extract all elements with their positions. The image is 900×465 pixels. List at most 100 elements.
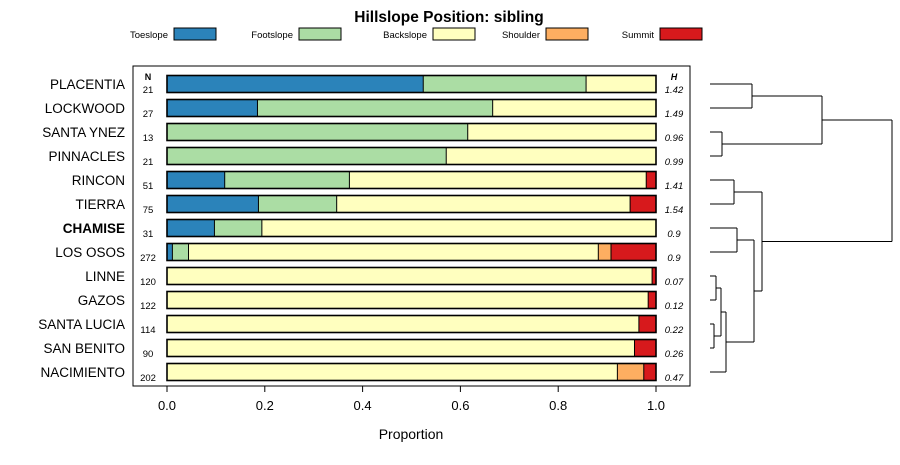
bar-segment-toeslope bbox=[167, 219, 215, 237]
legend-label-toeslope: Toeslope bbox=[130, 30, 168, 41]
category-label: LOS OSOS bbox=[55, 245, 125, 260]
n-value: 114 bbox=[140, 325, 155, 336]
n-value: 27 bbox=[143, 109, 154, 120]
bar-outline bbox=[166, 98, 657, 118]
h-value: 1.42 bbox=[665, 85, 684, 96]
bar-outline bbox=[166, 170, 657, 190]
row-rincon: RINCON 51 1.41 bbox=[72, 170, 684, 192]
chart-title: Hillslope Position: sibling bbox=[354, 9, 543, 26]
bar-outline bbox=[166, 314, 657, 334]
row-nacimiento: NACIMIENTO 202 0.47 bbox=[40, 362, 684, 384]
bar-segment-summit bbox=[643, 363, 656, 381]
legend-swatch-summit bbox=[659, 27, 703, 41]
category-label: PINNACLES bbox=[48, 149, 125, 164]
row-lockwood: LOCKWOOD 27 1.49 bbox=[45, 98, 684, 120]
bar-segment-toeslope bbox=[167, 243, 173, 261]
h-value: 0.9 bbox=[667, 253, 681, 264]
h-value: 0.47 bbox=[665, 373, 684, 384]
h-value: 1.41 bbox=[665, 181, 684, 192]
n-value: 75 bbox=[143, 205, 154, 216]
bar-segment-summit bbox=[652, 267, 656, 285]
row-pinnacles: PINNACLES 21 0.99 bbox=[48, 146, 684, 168]
legend-label-backslope: Backslope bbox=[383, 30, 427, 41]
bar-segment-toeslope bbox=[167, 171, 225, 189]
bar-segment-backslope bbox=[349, 171, 647, 189]
x-tick-label: 0.8 bbox=[549, 398, 567, 413]
bar-segment-summit bbox=[630, 195, 656, 213]
bar-outline bbox=[166, 338, 657, 358]
bar-outline bbox=[166, 194, 657, 214]
bar-segment-backslope bbox=[467, 123, 656, 141]
dendrogram bbox=[710, 83, 893, 373]
n-value: 122 bbox=[140, 301, 156, 312]
bar-segment-backslope bbox=[167, 339, 635, 357]
bar-segment-summit bbox=[611, 243, 656, 261]
n-value: 31 bbox=[143, 229, 154, 240]
bar-segment-backslope bbox=[167, 315, 639, 333]
category-label: NACIMIENTO bbox=[40, 365, 125, 380]
n-value: 120 bbox=[140, 277, 156, 288]
legend-label-shoulder: Shoulder bbox=[502, 30, 540, 41]
x-tick-label: 0.4 bbox=[354, 398, 372, 413]
h-value: 0.99 bbox=[665, 157, 684, 168]
bar-outline bbox=[166, 242, 657, 262]
bar-segment-toeslope bbox=[167, 75, 424, 93]
bar-segment-backslope bbox=[188, 243, 599, 261]
bar-outline bbox=[166, 290, 657, 310]
legend-label-summit: Summit bbox=[622, 30, 655, 41]
n-value: 21 bbox=[143, 85, 154, 96]
bar-segment-backslope bbox=[446, 147, 656, 165]
category-label: PLACENTIA bbox=[50, 77, 125, 92]
x-axis-label: Proportion bbox=[379, 426, 444, 442]
h-value: 0.96 bbox=[665, 133, 684, 144]
h-value: 0.9 bbox=[667, 229, 681, 240]
bar-segment-shoulder bbox=[617, 363, 644, 381]
bar-segment-backslope bbox=[261, 219, 656, 237]
n-value: 90 bbox=[143, 349, 154, 360]
category-label: SANTA YNEZ bbox=[42, 125, 125, 140]
x-tick-label: 0.2 bbox=[256, 398, 274, 413]
bar-outline bbox=[166, 362, 657, 382]
x-tick-label: 1.0 bbox=[647, 398, 665, 413]
bar-segment-footslope bbox=[172, 243, 189, 261]
category-label: SANTA LUCIA bbox=[38, 317, 125, 332]
bar-segment-backslope bbox=[167, 363, 618, 381]
legend-label-footslope: Footslope bbox=[251, 30, 293, 41]
bar-outline bbox=[166, 146, 657, 166]
row-los-osos: LOS OSOS 272 0.9 bbox=[55, 242, 681, 264]
n-value: 202 bbox=[140, 373, 156, 384]
legend: Toeslope Footslope Backslope Shoulder Summit bbox=[130, 27, 703, 41]
row-san-benito: SAN BENITO 90 0.26 bbox=[43, 338, 684, 360]
bar-segment-footslope bbox=[167, 123, 468, 141]
plot-frame bbox=[132, 65, 691, 387]
category-label: TIERRA bbox=[75, 197, 125, 212]
bar-segment-footslope bbox=[214, 219, 262, 237]
bar-outline bbox=[166, 266, 657, 286]
h-value: 0.26 bbox=[665, 349, 684, 360]
legend-swatch-shoulder bbox=[545, 27, 589, 41]
category-label: SAN BENITO bbox=[43, 341, 125, 356]
bar-segment-summit bbox=[638, 315, 656, 333]
legend-swatch-footslope bbox=[298, 27, 342, 41]
bar-segment-backslope bbox=[336, 195, 631, 213]
bar-segment-toeslope bbox=[167, 99, 258, 117]
legend-swatch-backslope bbox=[432, 27, 476, 41]
h-value: 0.22 bbox=[665, 325, 684, 336]
bar-segment-footslope bbox=[258, 195, 337, 213]
bar-segment-backslope bbox=[167, 267, 653, 285]
bar-segment-footslope bbox=[423, 75, 587, 93]
bar-segment-summit bbox=[646, 171, 656, 189]
bar-outline bbox=[166, 122, 657, 142]
bar-segment-summit bbox=[634, 339, 656, 357]
n-value: 272 bbox=[140, 253, 156, 264]
row-santa-lucia: SANTA LUCIA 114 0.22 bbox=[38, 314, 684, 336]
n-header: N bbox=[145, 72, 152, 82]
x-tick-label: 0.6 bbox=[451, 398, 469, 413]
bar-outline bbox=[166, 218, 657, 238]
x-axis: 0.0 0.2 0.4 0.6 0.8 1.0 bbox=[158, 386, 665, 413]
bar-segment-backslope bbox=[492, 99, 656, 117]
category-label: LOCKWOOD bbox=[45, 101, 126, 116]
category-label: RINCON bbox=[72, 173, 125, 188]
category-label: GAZOS bbox=[78, 293, 125, 308]
